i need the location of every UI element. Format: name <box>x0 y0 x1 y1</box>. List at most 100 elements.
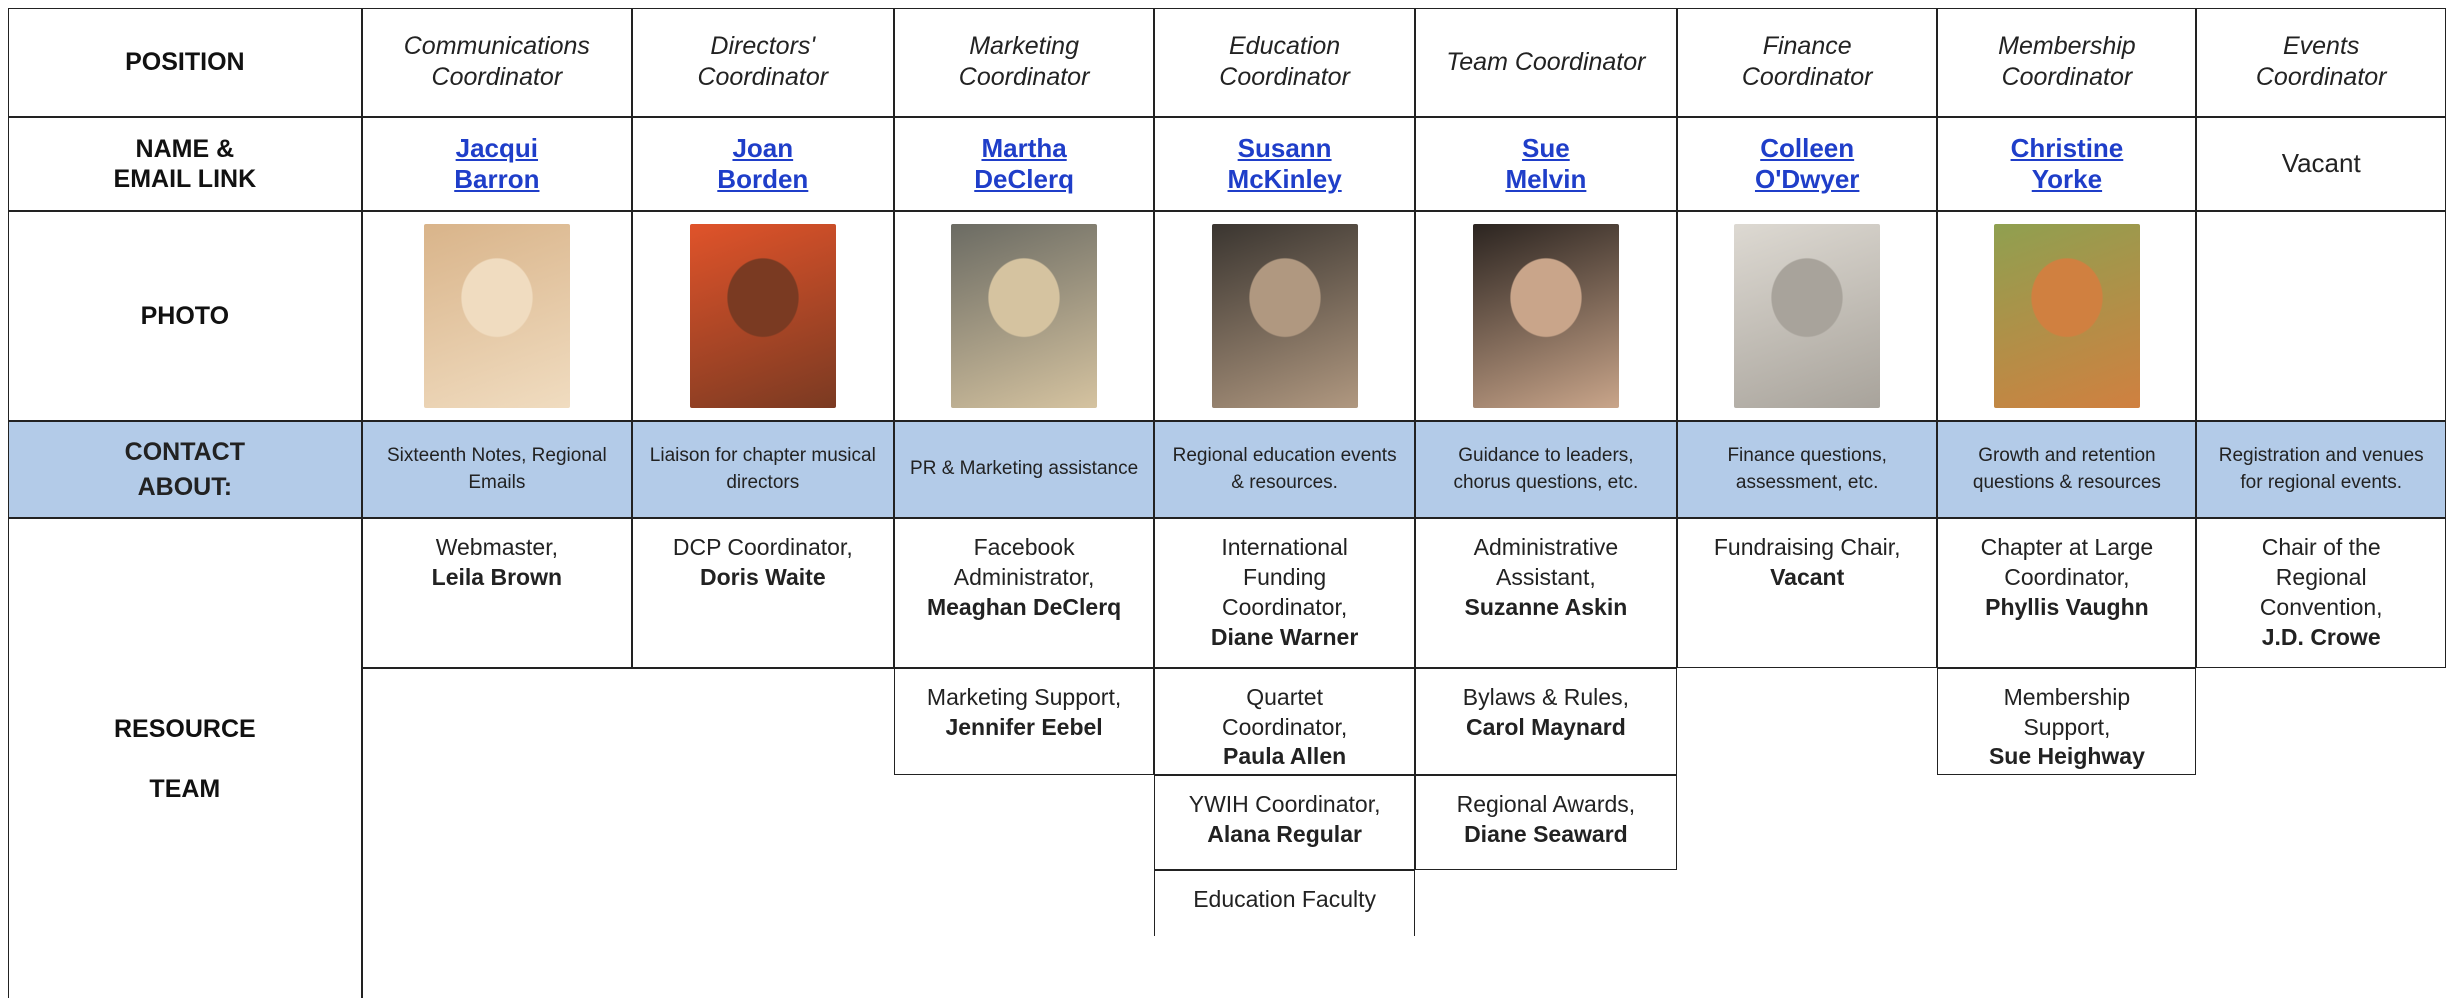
resource-role: Bylaws & Rules, <box>1462 683 1629 710</box>
position: Education Coordinator <box>1219 32 1350 92</box>
position-cell: Finance Coordinator <box>1676 7 1938 117</box>
contact-about: Finance questions, assessment, etc. <box>1727 444 1887 493</box>
resource-role: International Funding Coordinator, <box>1221 533 1348 620</box>
resource-role: YWIH Coordinator, <box>1188 791 1381 818</box>
contact-about: PR & Marketing assistance <box>910 458 1139 480</box>
contact-about: Growth and retention questions & resourc… <box>1972 444 2161 493</box>
resource-role: DCP Coordinator, <box>672 533 853 560</box>
position-cell: Events Coordinator <box>2196 7 2446 117</box>
row-label-text: PHOTO <box>140 301 230 330</box>
resource-name: Phyllis Vaughn <box>1985 593 2149 620</box>
name-cell: Jacqui Barron <box>361 116 632 211</box>
resource-role: Administrative Assistant, <box>1473 533 1619 590</box>
position-cell: Directors' Coordinator <box>631 7 894 117</box>
name-cell: Martha DeClerq <box>893 116 1155 211</box>
resource-name: J.D. Crowe <box>2261 623 2381 650</box>
resource-role: Education Faculty <box>1193 886 1377 913</box>
email-link[interactable]: Joan Borden <box>717 132 809 194</box>
photo <box>1734 223 1881 408</box>
resource-name: Diane Seaward <box>1464 821 1628 848</box>
resource-name: Meaghan DeClerq <box>926 593 1122 620</box>
photo-cell <box>361 210 632 422</box>
resource-cell: Facebook Administrator, Meaghan DeClerq <box>893 517 1155 668</box>
photo-cell <box>893 210 1155 422</box>
contact-about: Regional education events & resources. <box>1172 444 1397 493</box>
resource-cell: Bylaws & Rules, Carol Maynard <box>1414 667 1677 776</box>
resource-cell: Chair of the Regional Convention, J.D. Cr… <box>2196 517 2446 668</box>
name-cell: Vacant <box>2196 116 2446 211</box>
resource-name: Paula Allen <box>1223 743 1347 770</box>
photo <box>423 223 570 408</box>
empty-area <box>361 667 894 998</box>
resource-name: Leila Brown <box>431 563 563 590</box>
row-label: NAME & EMAIL LINK <box>7 116 362 211</box>
resource-cell: Fundraising Chair, Vacant <box>1676 517 1938 668</box>
row-label-text: NAME & EMAIL LINK <box>113 134 257 193</box>
contact-cell: Guidance to leaders, chorus questions, e… <box>1414 421 1677 518</box>
resource-role: Regional Awards, <box>1456 791 1636 818</box>
contact-cell: Sixteenth Notes, Regional Emails <box>361 421 632 518</box>
contact-cell: Regional education events & resources. <box>1154 421 1415 518</box>
position-cell: Membership Coordinator <box>1937 7 2197 117</box>
email-link[interactable]: Susann McKinley <box>1227 132 1342 194</box>
row-label-text: POSITION <box>125 48 245 77</box>
position: Communications Coordinator <box>403 32 590 92</box>
photo <box>1993 223 2140 408</box>
org-table: POSITION NAME & EMAIL LINK PHOTO CONTACT AB… <box>7 7 2446 998</box>
name-cell: Joan Borden <box>631 116 894 211</box>
photo <box>1472 223 1619 408</box>
position-cell: Team Coordinator <box>1414 7 1677 117</box>
position: Directors' Coordinator <box>697 32 829 92</box>
resource-cell: Membership Support, Sue Heighway <box>1937 667 2197 776</box>
row-label: POSITION <box>7 7 362 117</box>
photo-cell <box>2196 210 2446 422</box>
position-cell: Education Coordinator <box>1154 7 1415 117</box>
position-cell: Marketing Coordinator <box>893 7 1155 117</box>
position: Finance Coordinator <box>1741 32 1873 92</box>
resource-cell: Quartet Coordinator, Paula Allen <box>1154 667 1415 776</box>
resource-cell: DCP Coordinator, Doris Waite <box>631 517 894 668</box>
resource-cell: Chapter at Large Coordinator, Phyllis Vau… <box>1937 517 2197 668</box>
resource-name: Vacant <box>1770 563 1845 590</box>
photo-cell <box>1414 210 1677 422</box>
resource-name: Doris Waite <box>699 563 826 590</box>
photo <box>951 223 1098 408</box>
resource-cell: Administrative Assistant, Suzanne Askin <box>1414 517 1677 668</box>
resource-cell: YWIH Coordinator, Alana Regular <box>1154 775 1415 871</box>
position: Membership Coordinator <box>1998 32 2136 92</box>
resource-cell: Webmaster, Leila Brown <box>361 517 632 668</box>
resource-cell: Education Faculty <box>1154 870 1415 936</box>
row-label-text: CONTACT ABOUT: <box>124 437 246 501</box>
row-label: RESOURCE TEAM <box>7 517 362 998</box>
email-link[interactable]: Sue Melvin <box>1505 132 1587 194</box>
photo-cell <box>1154 210 1415 422</box>
resource-name: Carol Maynard <box>1466 713 1626 740</box>
photo-cell <box>1937 210 2197 422</box>
contact-cell: Growth and retention questions & resourc… <box>1937 421 2197 518</box>
resource-role: Fundraising Chair, <box>1713 533 1901 560</box>
name-cell: Sue Melvin <box>1414 116 1677 211</box>
resource-role: Chair of the Regional Convention, <box>2259 533 2383 620</box>
photo <box>689 223 836 408</box>
row-label-text: RESOURCE TEAM <box>114 714 256 803</box>
contact-about: Sixteenth Notes, Regional Emails <box>386 444 607 493</box>
resource-name: Suzanne Askin <box>1464 593 1628 620</box>
name: Vacant <box>2281 148 2361 179</box>
resource-role: Chapter at Large Coordinator, <box>1980 533 2154 590</box>
email-link[interactable]: Christine Yorke <box>2010 132 2124 194</box>
resource-role: Membership Support, <box>2003 683 2131 740</box>
photo <box>1211 223 1358 408</box>
row-label: PHOTO <box>7 210 362 422</box>
email-link[interactable]: Jacqui Barron <box>454 132 540 194</box>
email-link[interactable]: Martha DeClerq <box>974 132 1074 194</box>
contact-cell: Finance questions, assessment, etc. <box>1676 421 1938 518</box>
photo-cell <box>631 210 894 422</box>
resource-cell: International Funding Coordinator, Diane … <box>1154 517 1415 668</box>
resource-role: Marketing Support, <box>926 683 1122 710</box>
photo-cell <box>1676 210 1938 422</box>
page: {"labels": {"position": "POSITION", "nam… <box>7 7 2446 998</box>
name-cell: Christine Yorke <box>1937 116 2197 211</box>
row-label: CONTACT ABOUT: <box>7 421 362 518</box>
resource-role: Quartet Coordinator, <box>1221 683 1348 740</box>
email-link[interactable]: Colleen O'Dwyer <box>1754 132 1860 194</box>
